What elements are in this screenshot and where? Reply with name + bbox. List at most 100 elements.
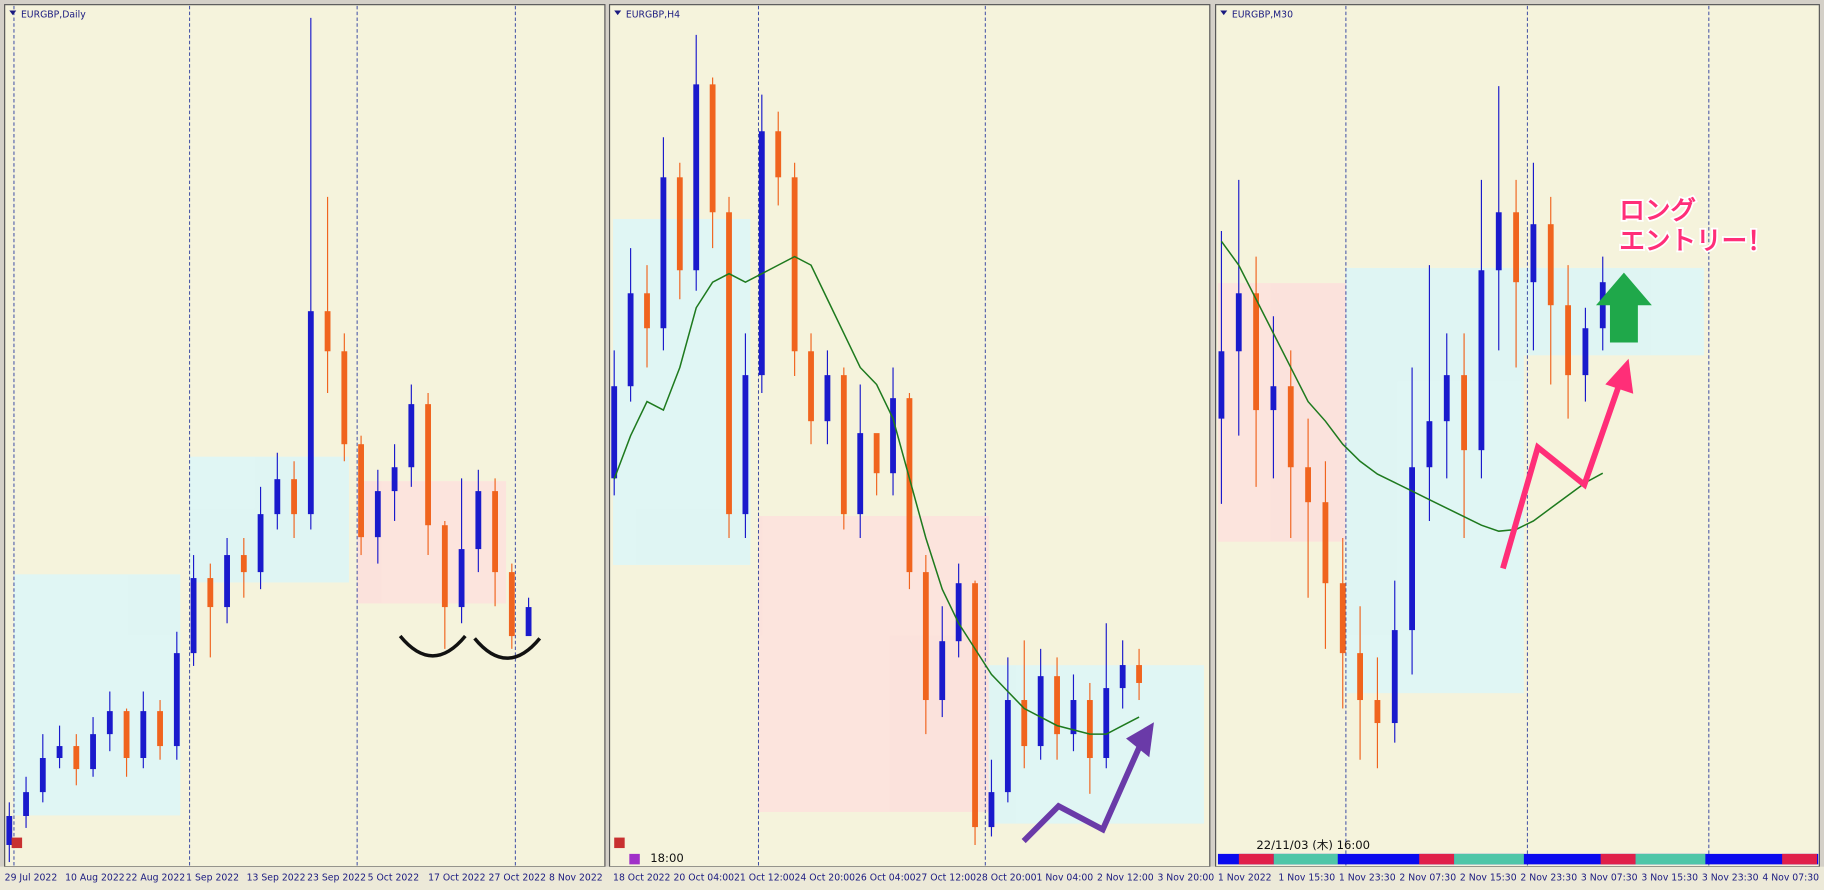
session — [1273, 853, 1338, 865]
session — [1782, 853, 1818, 865]
title-marker — [1220, 10, 1228, 16]
candle-body — [140, 711, 147, 759]
candle-body — [693, 84, 700, 271]
annotations — [11, 272, 1652, 865]
candle-body — [726, 212, 732, 515]
candle-body — [391, 467, 398, 492]
candle-body — [709, 84, 716, 213]
candle-body — [1409, 467, 1415, 631]
zone — [758, 516, 989, 812]
candle-body — [374, 491, 381, 538]
x-tick-label: 1 Nov 23:30 — [1339, 873, 1396, 884]
candle-body — [1322, 502, 1329, 584]
candle-body — [190, 578, 197, 654]
candle-body — [240, 555, 247, 573]
x-tick-label: 1 Nov 15:30 — [1278, 873, 1335, 884]
x-tick-label: 13 Sep 2022 — [247, 873, 306, 884]
x-tick-label: 3 Nov 23:30 — [1702, 873, 1759, 884]
session-bar — [1217, 853, 1819, 865]
x-tick-label: 5 Oct 2022 — [368, 873, 420, 884]
candle-body — [1513, 212, 1519, 283]
candle-body — [1004, 700, 1011, 793]
candle-body — [1582, 328, 1589, 376]
candle-body — [291, 479, 297, 515]
icon — [629, 853, 640, 865]
moving-average — [613, 255, 1140, 735]
candle-body — [458, 549, 465, 608]
x-tick-label: 3 Nov 20:00 — [1157, 873, 1214, 884]
candle-body — [939, 641, 946, 701]
x-tick-label: 2 Nov 23:30 — [1520, 873, 1577, 884]
candle-body — [1287, 386, 1294, 468]
time-label: 18:00 — [650, 851, 683, 865]
candle-body — [906, 398, 913, 573]
title-marker — [9, 10, 17, 16]
candle-body — [676, 177, 683, 271]
period-separators — [13, 5, 1710, 866]
candle-body — [157, 711, 163, 747]
candle-body — [1391, 630, 1398, 724]
candle-body — [475, 491, 482, 550]
x-tick-label: 1 Nov 2022 — [1218, 873, 1272, 884]
candle-body — [955, 583, 962, 642]
candle-body — [1305, 467, 1311, 503]
chart-title: EURGBP,M30 — [1232, 9, 1293, 20]
candle-body — [1495, 212, 1502, 271]
x-tick-label: 4 Nov 07:30 — [1762, 873, 1819, 884]
x-tick-label: 29 Jul 2022 — [5, 873, 58, 884]
session — [1454, 853, 1524, 865]
candle-body — [23, 792, 29, 816]
candle-body — [890, 398, 896, 474]
x-tick-label: 2 Nov 15:30 — [1460, 873, 1517, 884]
candle-body — [775, 131, 782, 178]
candle-body — [106, 711, 113, 735]
charts: EURGBP,Daily 29 Jul 2022 10 Aug 2022 22 Aug… — [5, 9, 1820, 883]
candle-body — [1119, 665, 1126, 689]
candle-body — [857, 433, 864, 515]
x-tick-label: 18 Oct 2022 — [613, 873, 670, 884]
moving-average — [1220, 240, 1604, 532]
zigzag-arrow — [1500, 383, 1623, 570]
x-tick-label: 2 Nov 12:00 — [1097, 873, 1154, 884]
candle-body — [1461, 375, 1467, 451]
candle-body — [873, 433, 880, 474]
candle-body — [1547, 224, 1554, 306]
x-tick-label: 2 Nov 07:30 — [1399, 873, 1456, 884]
time-axis-strip — [0, 866, 1824, 890]
candle-body — [6, 815, 13, 845]
candle-body — [1443, 375, 1450, 422]
chart-title: EURGBP,H4 — [626, 9, 680, 20]
candle-body — [408, 404, 415, 468]
candle-body — [492, 491, 498, 573]
candle-body — [123, 711, 130, 759]
candle-body — [1136, 665, 1142, 683]
candle-body — [660, 177, 667, 329]
icon — [614, 837, 625, 849]
candle-body — [1565, 305, 1571, 376]
candle-body — [808, 351, 814, 422]
session — [1600, 853, 1636, 865]
candle-body — [972, 583, 978, 828]
candle-body — [1037, 676, 1044, 747]
zone — [189, 456, 349, 583]
session — [1635, 853, 1706, 865]
candle-body — [1086, 700, 1093, 759]
candle-body — [791, 177, 798, 352]
candle-body — [1103, 688, 1110, 759]
x-tick-label: 26 Oct 04:00 — [855, 873, 916, 884]
candle-body — [611, 386, 618, 479]
candle-body — [1426, 421, 1433, 468]
candle-body — [1357, 653, 1363, 701]
candle-body — [1339, 583, 1346, 654]
x-tick-label: 3 Nov 15:30 — [1641, 873, 1698, 884]
candle-body — [1054, 676, 1060, 735]
up-arrow — [1596, 272, 1652, 343]
candle-body — [1070, 700, 1077, 735]
x-tick-label: 8 Nov 2022 — [549, 873, 603, 884]
candle-body — [1478, 270, 1485, 451]
candle-body — [1021, 700, 1028, 747]
smile-curve — [473, 637, 542, 660]
candle-body — [90, 734, 96, 770]
candle-body — [840, 375, 847, 515]
